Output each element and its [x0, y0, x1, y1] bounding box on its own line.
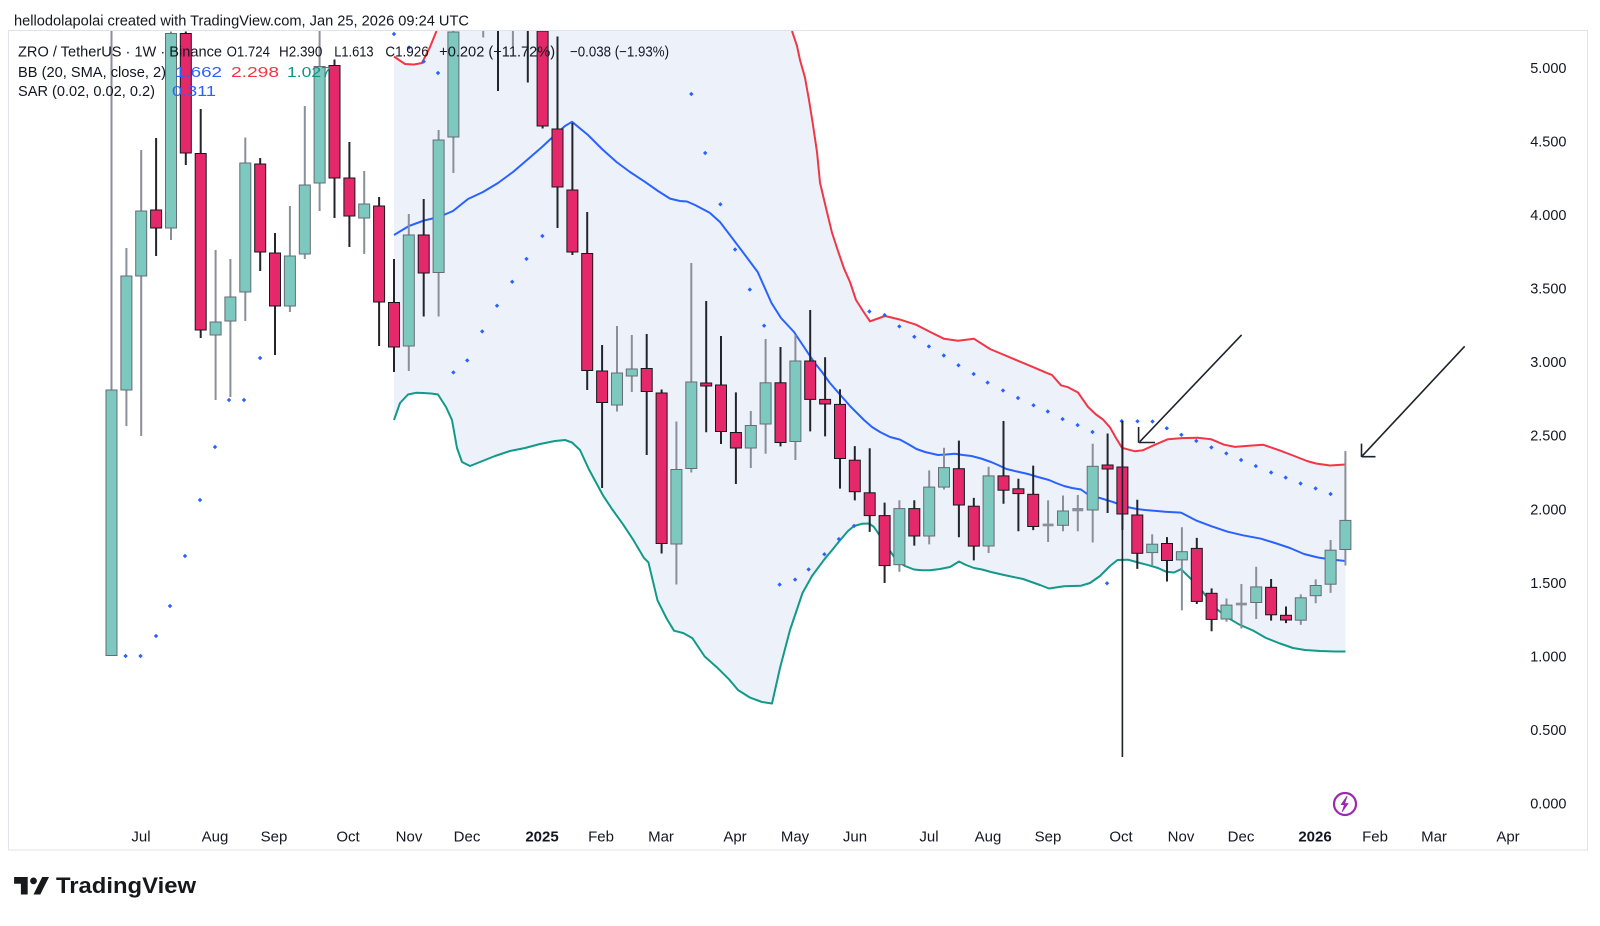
- svg-text:2026: 2026: [1298, 829, 1331, 846]
- svg-text:Oct: Oct: [1109, 829, 1133, 846]
- svg-text:Sep: Sep: [1035, 829, 1062, 846]
- svg-text:May: May: [781, 829, 810, 846]
- svg-text:Mar: Mar: [648, 829, 674, 846]
- svg-text:2.298: 2.298: [231, 65, 279, 81]
- svg-text:Mar: Mar: [1421, 829, 1447, 846]
- svg-text:Nov: Nov: [1168, 829, 1195, 846]
- svg-text:Aug: Aug: [975, 829, 1002, 846]
- svg-text:1.500: 1.500: [1530, 576, 1566, 592]
- svg-text:1.000: 1.000: [1530, 649, 1566, 665]
- svg-text:Nov: Nov: [396, 829, 423, 846]
- svg-text:H2.390: H2.390: [279, 45, 322, 61]
- svg-text:ZRO / TetherUS · 1W · Binance: ZRO / TetherUS · 1W · Binance: [18, 45, 222, 61]
- svg-text:C1.926: C1.926: [385, 45, 428, 61]
- svg-text:0.000: 0.000: [1530, 796, 1566, 812]
- svg-text:Jul: Jul: [919, 829, 938, 846]
- svg-text:5.000: 5.000: [1530, 61, 1566, 77]
- svg-text:hellodolapolai created with Tr: hellodolapolai created with TradingView.…: [14, 14, 469, 30]
- svg-text:L1.613: L1.613: [334, 45, 373, 61]
- svg-text:Dec: Dec: [454, 829, 481, 846]
- svg-text:Feb: Feb: [588, 829, 614, 846]
- svg-text:2025: 2025: [525, 829, 558, 846]
- svg-text:1.027: 1.027: [287, 65, 331, 81]
- svg-text:SAR (0.02, 0.02, 0.2): SAR (0.02, 0.02, 0.2): [18, 84, 155, 100]
- svg-text:1.662: 1.662: [175, 65, 222, 81]
- svg-text:Feb: Feb: [1362, 829, 1388, 846]
- svg-text:Apr: Apr: [723, 829, 746, 846]
- svg-text:BB (20, SMA, close, 2): BB (20, SMA, close, 2): [18, 65, 166, 81]
- svg-text:2.000: 2.000: [1530, 502, 1566, 518]
- svg-text:+0.202 (+11.72%): +0.202 (+11.72%): [439, 45, 555, 61]
- svg-text:−0.038 (−1.93%): −0.038 (−1.93%): [570, 45, 669, 61]
- svg-text:Oct: Oct: [336, 829, 360, 846]
- svg-text:3.000: 3.000: [1530, 355, 1566, 371]
- svg-text:TradingView: TradingView: [56, 873, 197, 898]
- svg-text:O1.724: O1.724: [227, 45, 270, 61]
- svg-text:4.500: 4.500: [1530, 135, 1566, 151]
- svg-text:Sep: Sep: [261, 829, 288, 846]
- svg-text:Jul: Jul: [131, 829, 150, 846]
- svg-text:2.500: 2.500: [1530, 429, 1566, 445]
- svg-text:4.000: 4.000: [1530, 208, 1566, 224]
- svg-text:Dec: Dec: [1228, 829, 1255, 846]
- svg-text:3.500: 3.500: [1530, 282, 1566, 298]
- svg-text:Aug: Aug: [202, 829, 229, 846]
- svg-text:0.311: 0.311: [172, 84, 216, 100]
- svg-text:0.500: 0.500: [1530, 723, 1566, 739]
- svg-text:Apr: Apr: [1496, 829, 1519, 846]
- svg-text:Jun: Jun: [843, 829, 867, 846]
